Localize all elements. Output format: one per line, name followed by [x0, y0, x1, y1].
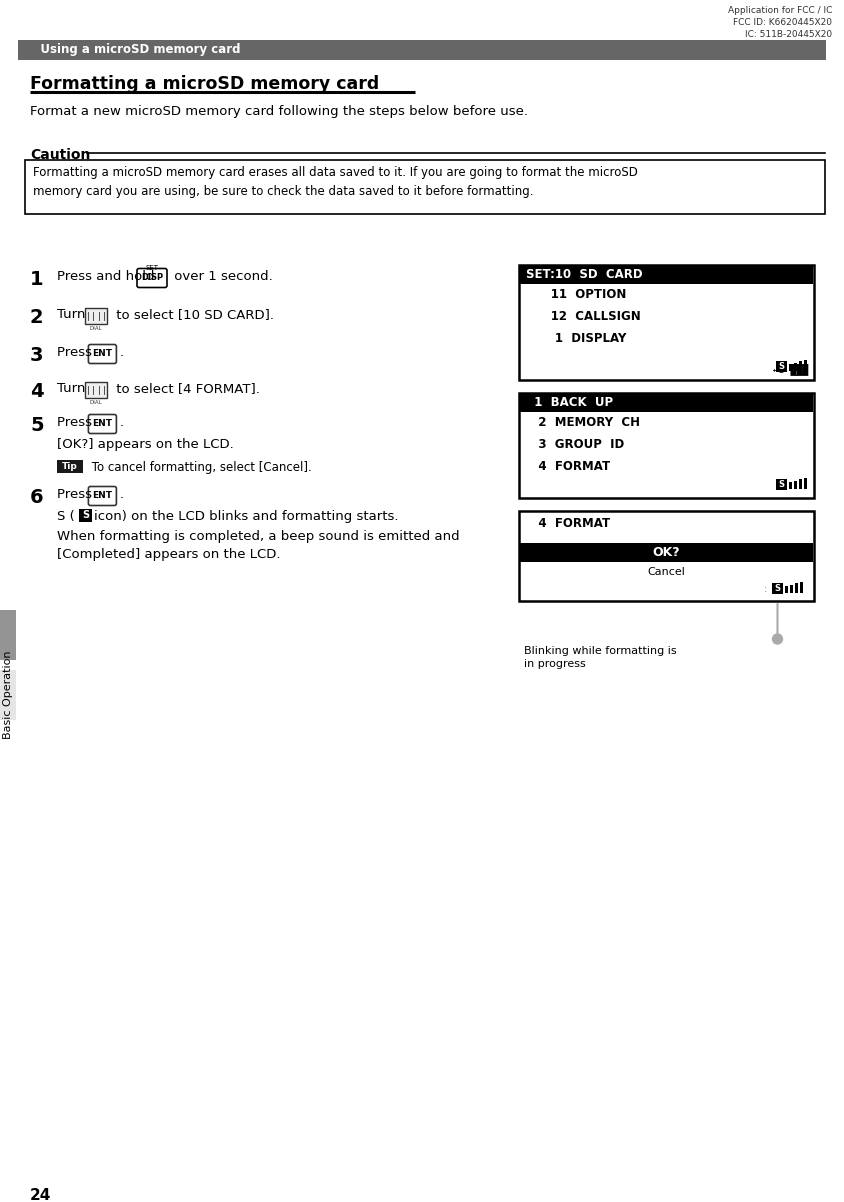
Text: 3  GROUP  ID: 3 GROUP ID [525, 438, 624, 451]
Text: [Completed] appears on the LCD.: [Completed] appears on the LCD. [57, 548, 280, 561]
Bar [798, 480, 802, 489]
Text: 24: 24 [30, 1188, 51, 1202]
Text: Using a microSD memory card: Using a microSD memory card [28, 43, 241, 56]
Text: SET: SET [145, 264, 159, 270]
FancyBboxPatch shape [137, 268, 167, 287]
Text: S: S [774, 584, 780, 593]
Text: Press and hold: Press and hold [57, 270, 159, 282]
Text: IC: 511B-20445X20: IC: 511B-20445X20 [744, 30, 831, 38]
Bar [518, 264, 813, 380]
Text: Press: Press [57, 488, 96, 501]
Bar [519, 543, 812, 563]
Text: 4: 4 [30, 382, 44, 401]
Text: .: . [119, 346, 123, 359]
Text: Formatting a microSD memory card: Formatting a microSD memory card [30, 75, 379, 93]
Bar [799, 582, 803, 593]
Bar [784, 587, 787, 593]
Text: icon) on the LCD blinks and formatting starts.: icon) on the LCD blinks and formatting s… [94, 510, 398, 523]
FancyBboxPatch shape [89, 487, 116, 506]
Bar [0, 609, 16, 660]
Text: S: S [82, 511, 89, 520]
Text: :: : [764, 584, 766, 594]
Text: to select [4 FORMAT].: to select [4 FORMAT]. [112, 382, 260, 395]
Bar [57, 460, 83, 474]
Bar [793, 363, 797, 371]
Bar [789, 584, 793, 593]
Text: Formatting a microSD memory card erases all data saved to it. If you are going t: Formatting a microSD memory card erases … [33, 166, 637, 197]
Bar [518, 511, 813, 601]
Bar [85, 308, 107, 325]
Text: Turn: Turn [57, 382, 89, 395]
Text: OK?: OK? [652, 546, 679, 559]
Bar [794, 583, 798, 593]
Text: Press: Press [57, 416, 96, 429]
Text: 1  DISPLAY: 1 DISPLAY [525, 332, 625, 345]
Text: Blinking while formatting is
in progress: Blinking while formatting is in progress [523, 645, 676, 670]
Circle shape [771, 633, 782, 644]
Text: S: S [777, 480, 783, 489]
Text: 4  FORMAT: 4 FORMAT [525, 517, 609, 530]
Text: ←S ███: ←S ███ [771, 363, 807, 375]
Text: 4  FORMAT: 4 FORMAT [525, 460, 609, 474]
Bar [18, 40, 825, 60]
Text: ENT: ENT [92, 350, 112, 358]
Text: .: . [119, 416, 123, 429]
Bar [788, 364, 792, 371]
Text: S: S [777, 362, 783, 371]
Text: .: . [119, 488, 123, 501]
Text: Press: Press [57, 346, 96, 359]
Text: 6: 6 [30, 488, 44, 507]
Text: 2: 2 [30, 308, 44, 327]
FancyBboxPatch shape [89, 345, 116, 363]
Text: When formatting is completed, a beep sound is emitted and: When formatting is completed, a beep sou… [57, 530, 459, 543]
Text: Tip: Tip [62, 462, 78, 471]
Bar [793, 481, 797, 489]
Bar [25, 160, 824, 214]
Text: S (: S ( [57, 510, 74, 523]
Text: Format a new microSD memory card following the steps below before use.: Format a new microSD memory card followi… [30, 105, 528, 118]
Text: 1: 1 [30, 270, 44, 288]
Bar [803, 477, 807, 489]
FancyBboxPatch shape [89, 415, 116, 434]
Bar [798, 361, 802, 371]
Text: DISP: DISP [141, 273, 163, 282]
Text: 2  MEMORY  CH: 2 MEMORY CH [525, 416, 639, 429]
Text: SET:10  SD  CARD: SET:10 SD CARD [525, 268, 642, 281]
Text: DIAL: DIAL [89, 399, 102, 405]
Text: Application for FCC / IC: Application for FCC / IC [727, 6, 831, 14]
Text: To cancel formatting, select [Cancel].: To cancel formatting, select [Cancel]. [88, 462, 311, 474]
Text: to select [10 SD CARD].: to select [10 SD CARD]. [112, 308, 273, 321]
Bar [78, 508, 92, 522]
Text: Turn: Turn [57, 308, 89, 321]
Text: ENT: ENT [92, 419, 112, 428]
Text: FCC ID: K6620445X20: FCC ID: K6620445X20 [732, 18, 831, 26]
Text: 12  CALLSIGN: 12 CALLSIGN [525, 310, 640, 323]
Text: Cancel: Cancel [647, 567, 684, 577]
Text: 5: 5 [30, 416, 44, 435]
Text: [OK?] appears on the LCD.: [OK?] appears on the LCD. [57, 438, 234, 451]
Bar [775, 480, 786, 490]
Text: 11  OPTION: 11 OPTION [525, 288, 625, 300]
Bar [519, 393, 812, 412]
Bar [519, 264, 812, 284]
Bar [803, 359, 807, 371]
Text: Basic Operation: Basic Operation [3, 650, 13, 739]
Bar [518, 393, 813, 498]
Text: 3: 3 [30, 346, 43, 365]
Bar [0, 670, 16, 720]
Bar [771, 583, 782, 594]
Text: over 1 second.: over 1 second. [170, 270, 273, 282]
Bar [788, 482, 792, 489]
Bar [85, 382, 107, 398]
Text: ENT: ENT [92, 492, 112, 500]
Text: DIAL: DIAL [89, 326, 102, 331]
Bar [775, 361, 786, 371]
Text: 1  BACK  UP: 1 BACK UP [525, 395, 613, 409]
Text: Caution: Caution [30, 148, 90, 162]
